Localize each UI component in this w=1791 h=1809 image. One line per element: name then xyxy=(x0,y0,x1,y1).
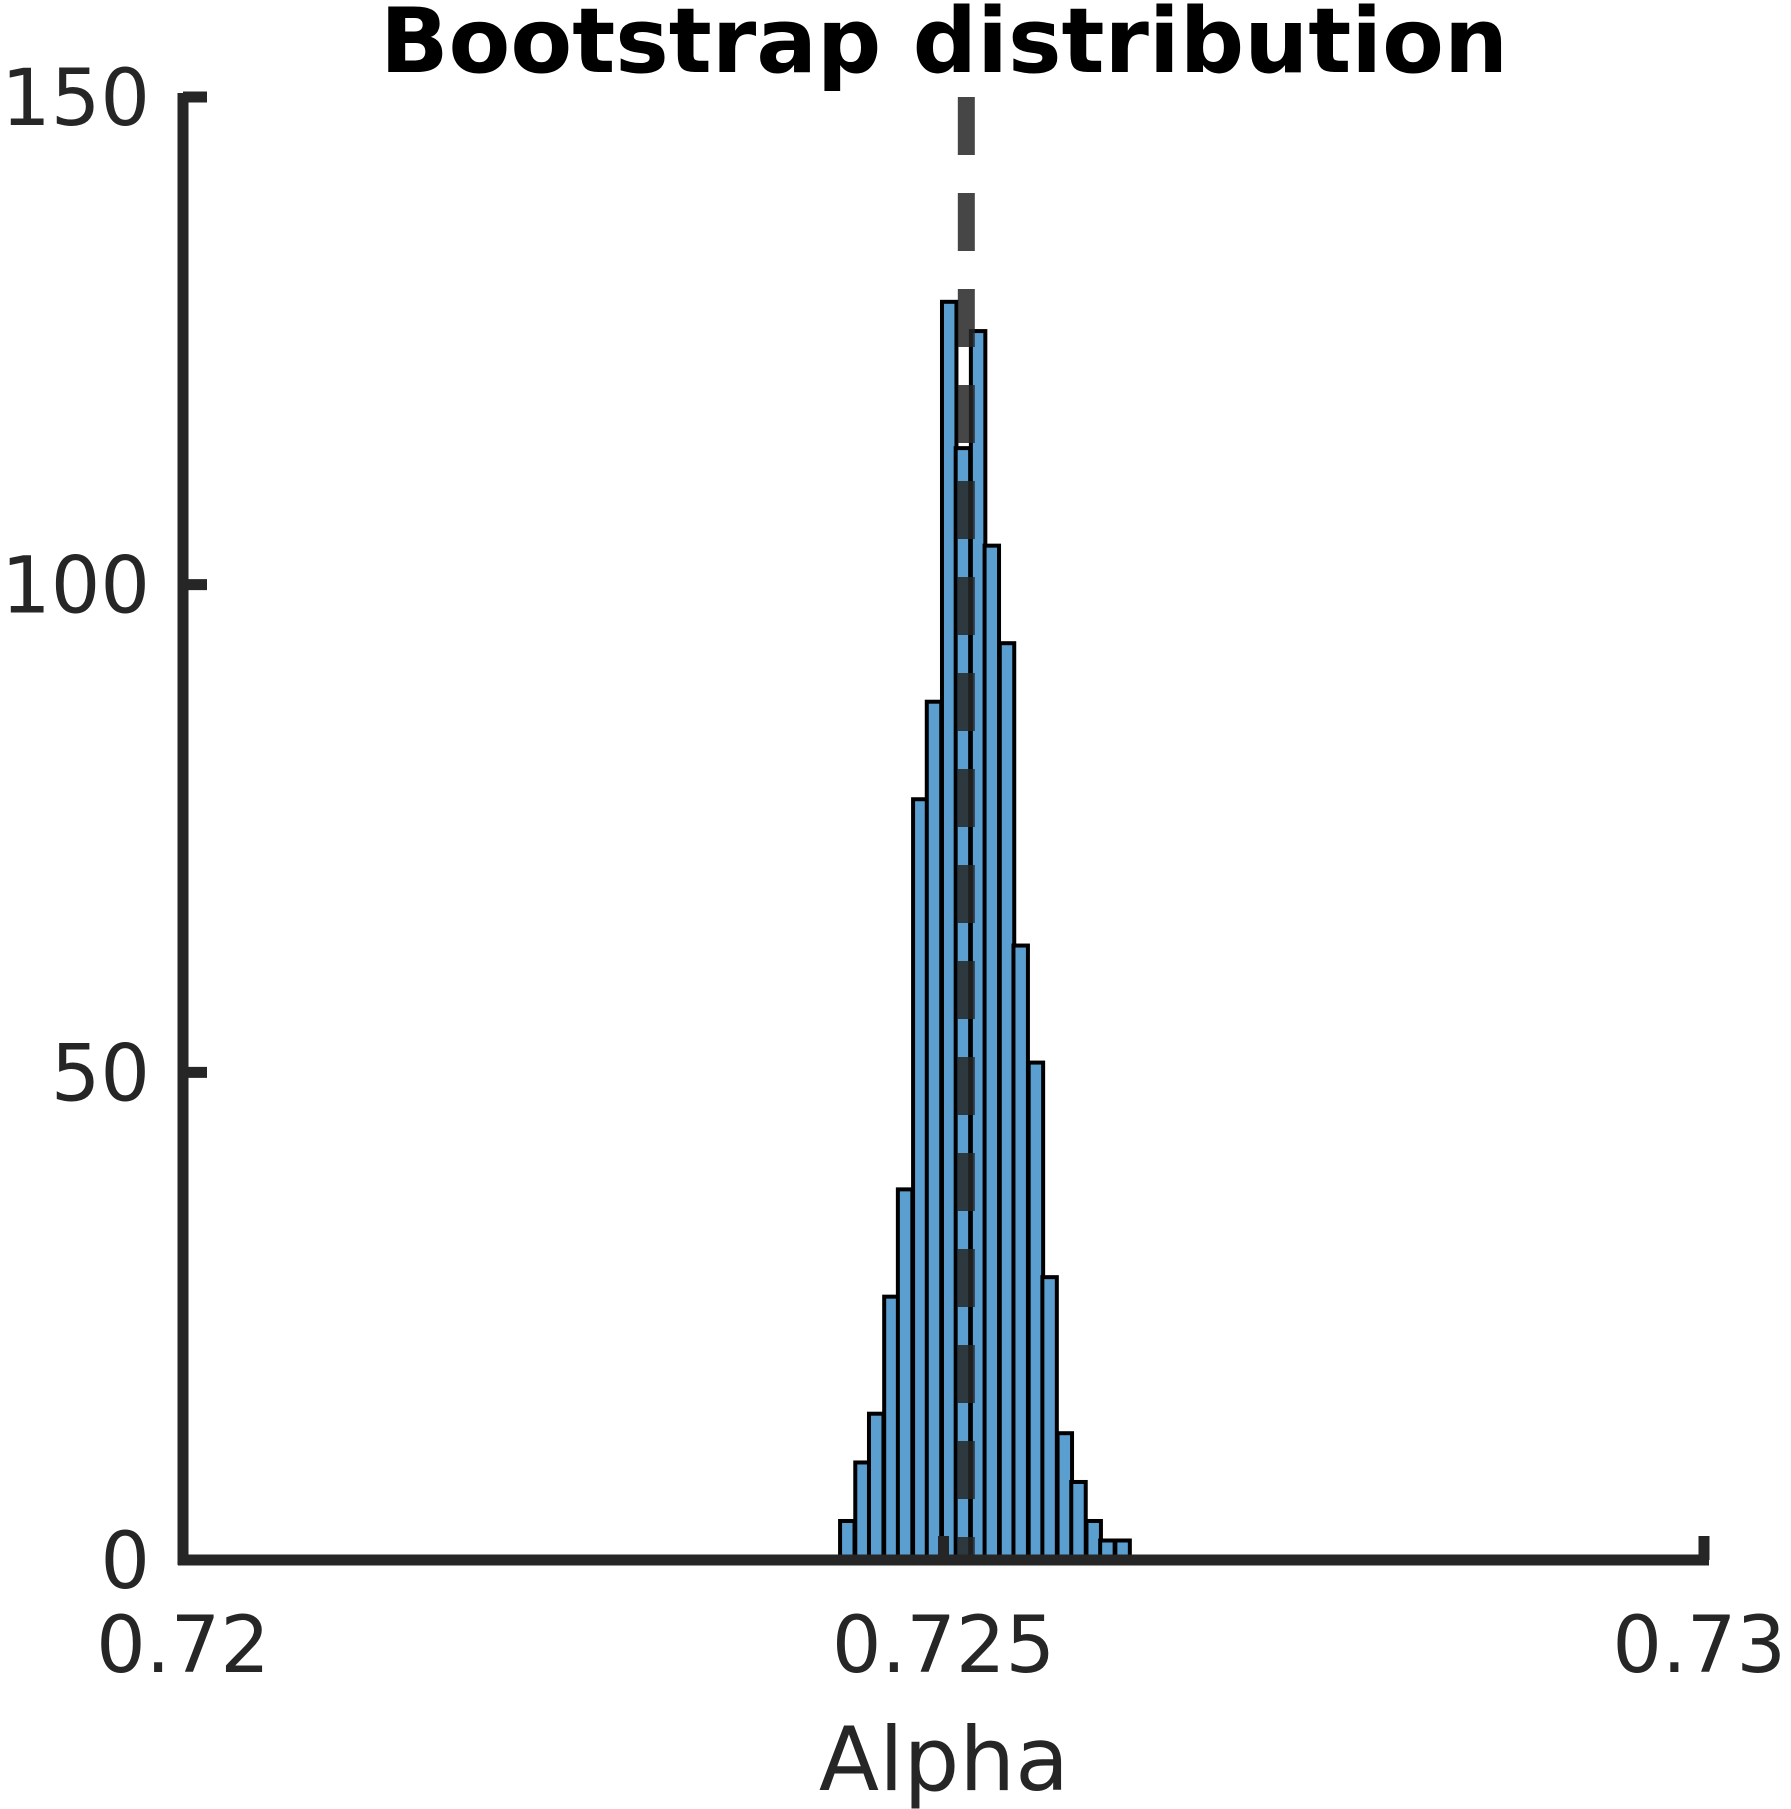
histogram-bar xyxy=(1011,943,1030,1562)
x-tick-label: 0.725 xyxy=(832,1601,1055,1691)
y-tick-label: 50 xyxy=(51,1029,150,1119)
histogram-bar xyxy=(982,543,1002,1562)
histogram-bar xyxy=(866,1411,886,1562)
histogram-bar xyxy=(1069,1479,1088,1563)
x-axis-label: Alpha xyxy=(819,1708,1069,1809)
histogram-bar xyxy=(895,1187,915,1562)
x-ticks: 0.72 0.725 0.73 xyxy=(96,1536,1786,1691)
y-tick-label: 150 xyxy=(1,54,150,144)
y-tick-label: 0 xyxy=(100,1517,150,1607)
y-tick-label: 100 xyxy=(1,542,150,632)
y-ticks: 0 50 100 150 xyxy=(1,54,207,1607)
chart-title: Bootstrap distribution xyxy=(380,0,1508,94)
histogram-bar xyxy=(1040,1275,1059,1562)
histogram-bar xyxy=(838,1518,857,1563)
histogram-bars xyxy=(838,299,1132,1563)
histogram-bar xyxy=(924,699,944,1562)
x-tick-label: 0.72 xyxy=(96,1601,270,1691)
x-tick-label: 0.73 xyxy=(1612,1601,1786,1691)
